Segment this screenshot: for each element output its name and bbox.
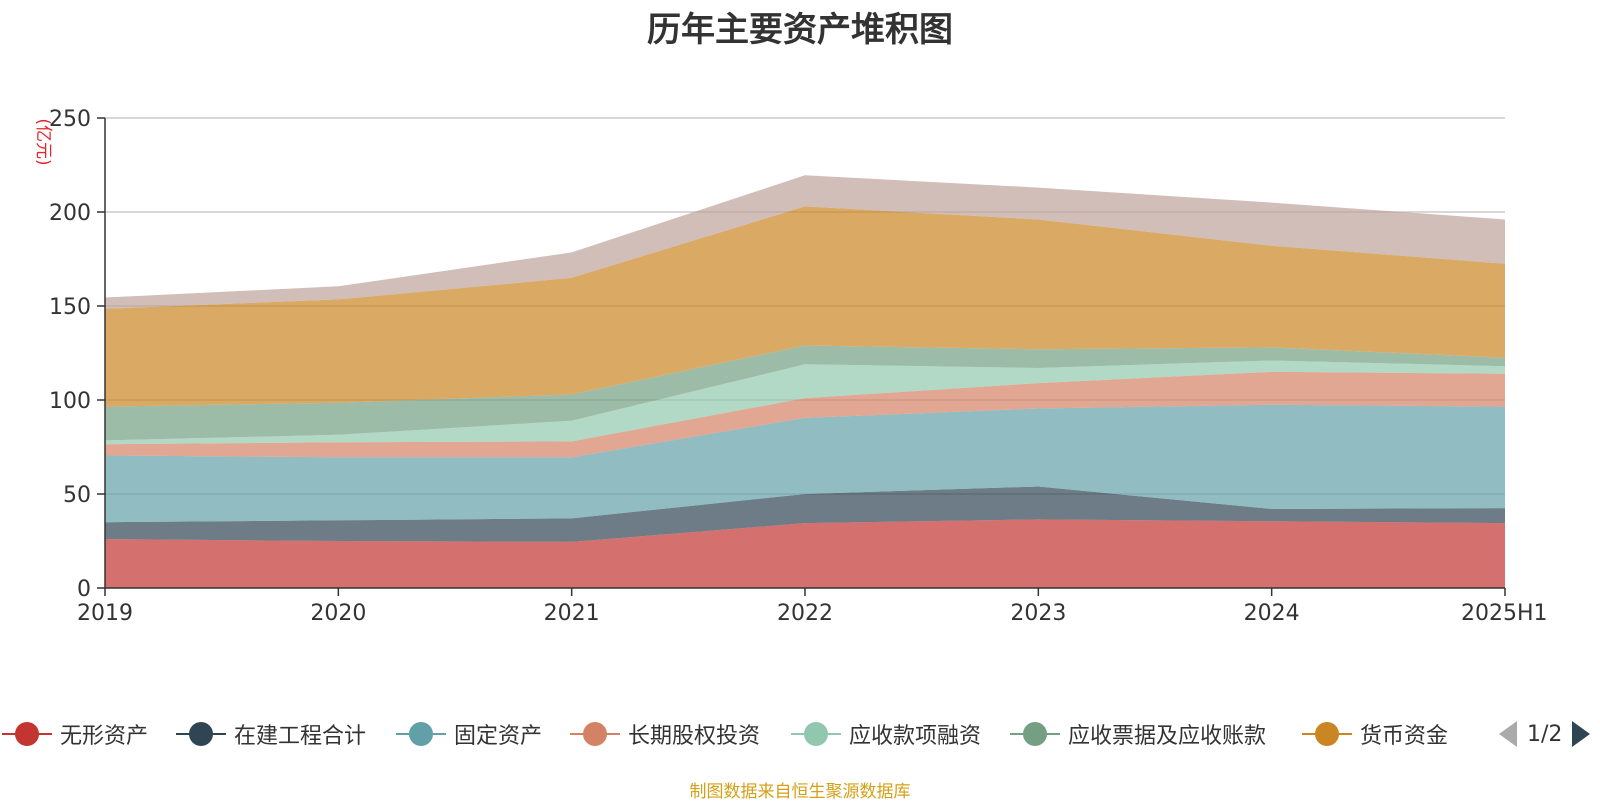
area-series-0 bbox=[105, 519, 1505, 588]
legend-pager: 1/2 bbox=[1497, 714, 1592, 754]
legend: 无形资产 在建工程合计 固定资产 长期股权投资 应收款项融资 应收票据及应收账款 货币资金 bbox=[0, 714, 1600, 754]
legend-item[interactable]: 货币资金 bbox=[1302, 714, 1448, 754]
legend-marker-icon bbox=[570, 714, 620, 754]
pager-next-icon[interactable] bbox=[1570, 719, 1592, 749]
legend-marker-icon bbox=[2, 714, 52, 754]
area-series-1 bbox=[105, 486, 1505, 542]
x-tick-label: 2021 bbox=[544, 601, 600, 626]
area-series-7 bbox=[105, 175, 1505, 309]
x-tick-label: 2019 bbox=[77, 601, 133, 626]
chart-title: 历年主要资产堆积图 bbox=[647, 10, 953, 50]
y-tick-label: 100 bbox=[49, 389, 91, 414]
area-series-5 bbox=[105, 345, 1505, 441]
legend-marker-icon bbox=[396, 714, 446, 754]
y-tick-label: 0 bbox=[77, 577, 91, 602]
y-tick-label: 250 bbox=[49, 107, 91, 132]
legend-label: 应收款项融资 bbox=[849, 724, 982, 749]
area-series-4 bbox=[105, 360, 1505, 445]
legend-label: 固定资产 bbox=[454, 724, 543, 749]
x-tick-label: 2024 bbox=[1244, 601, 1300, 626]
x-tick-label: 2023 bbox=[1010, 601, 1066, 626]
pager-prev-icon[interactable] bbox=[1497, 719, 1519, 749]
legend-item[interactable]: 固定资产 bbox=[396, 714, 542, 754]
pager-text: 1/2 bbox=[1527, 721, 1563, 747]
legend-item[interactable]: 应收款项融资 bbox=[791, 714, 981, 754]
legend-label: 无形资产 bbox=[60, 724, 149, 749]
area-series-6 bbox=[105, 206, 1505, 407]
y-axis-unit-label: (亿元) bbox=[33, 118, 53, 165]
area-series-3 bbox=[105, 371, 1505, 458]
legend-label: 长期股权投资 bbox=[628, 724, 761, 749]
footer-credit: 制图数据来自恒生聚源数据库 bbox=[689, 782, 911, 802]
area-series-2 bbox=[105, 404, 1505, 523]
y-tick-label: 50 bbox=[63, 483, 91, 508]
legend-label: 在建工程合计 bbox=[234, 724, 367, 749]
x-tick-label: 2022 bbox=[777, 601, 833, 626]
legend-marker-icon bbox=[791, 714, 841, 754]
legend-label: 货币资金 bbox=[1360, 724, 1449, 749]
legend-item[interactable]: 在建工程合计 bbox=[176, 714, 366, 754]
legend-item[interactable]: 长期股权投资 bbox=[570, 714, 760, 754]
legend-item[interactable]: 应收票据及应收账款 bbox=[1010, 714, 1266, 754]
legend-item[interactable]: 无形资产 bbox=[2, 714, 148, 754]
x-tick-label: 2025H1 bbox=[1461, 601, 1548, 626]
legend-marker-icon bbox=[1302, 714, 1352, 754]
y-tick-label: 150 bbox=[49, 295, 91, 320]
y-tick-label: 200 bbox=[49, 201, 91, 226]
x-tick-label: 2020 bbox=[310, 601, 366, 626]
legend-label: 应收票据及应收账款 bbox=[1068, 724, 1267, 749]
legend-marker-icon bbox=[1010, 714, 1060, 754]
legend-marker-icon bbox=[176, 714, 226, 754]
